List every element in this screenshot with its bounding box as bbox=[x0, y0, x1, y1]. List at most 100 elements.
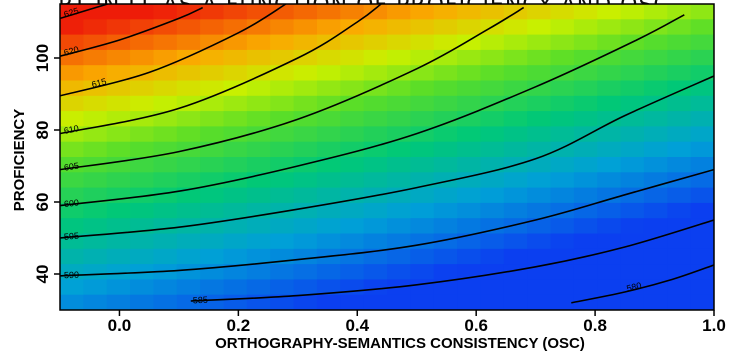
heatmap-cell bbox=[410, 187, 435, 204]
heatmap-cell bbox=[410, 95, 435, 112]
heatmap-cell bbox=[363, 34, 388, 51]
heatmap-cell bbox=[643, 80, 668, 97]
heatmap-cell bbox=[270, 172, 295, 189]
heatmap-cell bbox=[690, 4, 714, 20]
heatmap-cell bbox=[246, 4, 271, 20]
heatmap-cell bbox=[340, 172, 365, 189]
heatmap-cell bbox=[363, 141, 388, 158]
heatmap-cell bbox=[620, 218, 645, 235]
heatmap-cell bbox=[340, 248, 365, 265]
heatmap-cell bbox=[527, 95, 552, 112]
heatmap-cell bbox=[363, 294, 388, 310]
contour-line-615 bbox=[60, 4, 287, 97]
heatmap-cell bbox=[83, 95, 108, 112]
heatmap-cell bbox=[643, 202, 668, 219]
heatmap-cell bbox=[527, 126, 552, 143]
heatmap-cell bbox=[597, 172, 622, 189]
heatmap-cell bbox=[270, 218, 295, 235]
heatmap-cell bbox=[667, 141, 692, 158]
heatmap-cell bbox=[176, 111, 201, 127]
heatmap-cell bbox=[83, 248, 108, 265]
heatmap-cell bbox=[643, 49, 668, 66]
heatmap-cell bbox=[106, 141, 131, 158]
heatmap-cell bbox=[83, 218, 108, 235]
heatmap-cell bbox=[316, 4, 341, 20]
heatmap-cell bbox=[340, 233, 365, 250]
contour-label-600: 600 bbox=[63, 197, 79, 209]
heatmap-cell bbox=[503, 34, 528, 51]
heatmap-cell bbox=[643, 248, 668, 265]
heatmap-cell bbox=[83, 187, 108, 204]
heatmap-cell bbox=[293, 172, 318, 189]
x-axis: 0.0 0.2 0.4 0.6 0.8 1.0 bbox=[108, 310, 726, 335]
heatmap-cell bbox=[106, 126, 131, 143]
heatmap-cell bbox=[316, 202, 341, 219]
heatmap-cell bbox=[130, 49, 155, 66]
heatmap-cell bbox=[246, 65, 271, 82]
heatmap-cell bbox=[223, 95, 248, 112]
heatmap-cell bbox=[200, 95, 225, 112]
heatmap-cell bbox=[643, 157, 668, 173]
heatmap-cell bbox=[667, 172, 692, 189]
heatmap-cell bbox=[130, 279, 155, 296]
heatmap-cell bbox=[60, 65, 84, 82]
heatmap-cell bbox=[83, 202, 108, 219]
heatmap-cell bbox=[270, 34, 295, 51]
heatmap-cell bbox=[597, 202, 622, 219]
heatmap-cell bbox=[527, 49, 552, 66]
heatmap-cell bbox=[690, 233, 714, 250]
heatmap-cell bbox=[620, 248, 645, 265]
heatmap-cell bbox=[503, 202, 528, 219]
heatmap-cell bbox=[270, 233, 295, 250]
heatmap-cell bbox=[527, 34, 552, 51]
heatmap-cell bbox=[643, 4, 668, 20]
heatmap-cell bbox=[620, 49, 645, 66]
heatmap-cell bbox=[270, 141, 295, 158]
heatmap-cell bbox=[316, 233, 341, 250]
heatmap-cell bbox=[620, 111, 645, 127]
heatmap-cell bbox=[106, 80, 131, 97]
heatmap-cell bbox=[293, 157, 318, 173]
heatmap-cell bbox=[130, 248, 155, 265]
heatmap-cell bbox=[667, 111, 692, 127]
heatmap-cell bbox=[620, 126, 645, 143]
heatmap-cell bbox=[667, 126, 692, 143]
heatmap-cell bbox=[153, 279, 178, 296]
heatmap-cell bbox=[550, 264, 575, 280]
heatmap-cell bbox=[60, 80, 84, 97]
heatmap-cell bbox=[293, 233, 318, 250]
heatmap-cell bbox=[480, 49, 505, 66]
heatmap-cell bbox=[690, 294, 714, 310]
heatmap-cell bbox=[153, 294, 178, 310]
heatmap-cell bbox=[363, 172, 388, 189]
heatmap-cell bbox=[527, 187, 552, 204]
heatmap-cell bbox=[597, 233, 622, 250]
heatmap-cell bbox=[153, 95, 178, 112]
heatmap-cell bbox=[667, 19, 692, 36]
heatmap-cell bbox=[457, 49, 482, 66]
heatmap-cell bbox=[503, 294, 528, 310]
heatmap-cell bbox=[176, 233, 201, 250]
heatmap-cell bbox=[480, 279, 505, 296]
heatmap-cell bbox=[83, 279, 108, 296]
heatmap-cell bbox=[457, 279, 482, 296]
heatmap-cell bbox=[270, 126, 295, 143]
heatmap-cell bbox=[293, 126, 318, 143]
heatmap-cell bbox=[106, 111, 131, 127]
heatmap-cell bbox=[316, 126, 341, 143]
heatmap-cell bbox=[60, 95, 84, 112]
contour-label-625: 625 bbox=[63, 6, 80, 20]
heatmap-cell bbox=[83, 49, 108, 66]
heatmap-cell bbox=[550, 111, 575, 127]
heatmap-cell bbox=[293, 294, 318, 310]
contour-line-585 bbox=[190, 219, 714, 302]
heatmap-cell bbox=[573, 218, 598, 235]
contour-label-595: 595 bbox=[64, 231, 80, 242]
heatmap-cell bbox=[457, 111, 482, 127]
heatmap-cell bbox=[597, 34, 622, 51]
heatmap-cell bbox=[387, 49, 411, 66]
heatmap-cell bbox=[597, 80, 622, 97]
heatmap-cell bbox=[363, 202, 388, 219]
heatmap-cell bbox=[387, 95, 411, 112]
heatmap-cell bbox=[340, 65, 365, 82]
